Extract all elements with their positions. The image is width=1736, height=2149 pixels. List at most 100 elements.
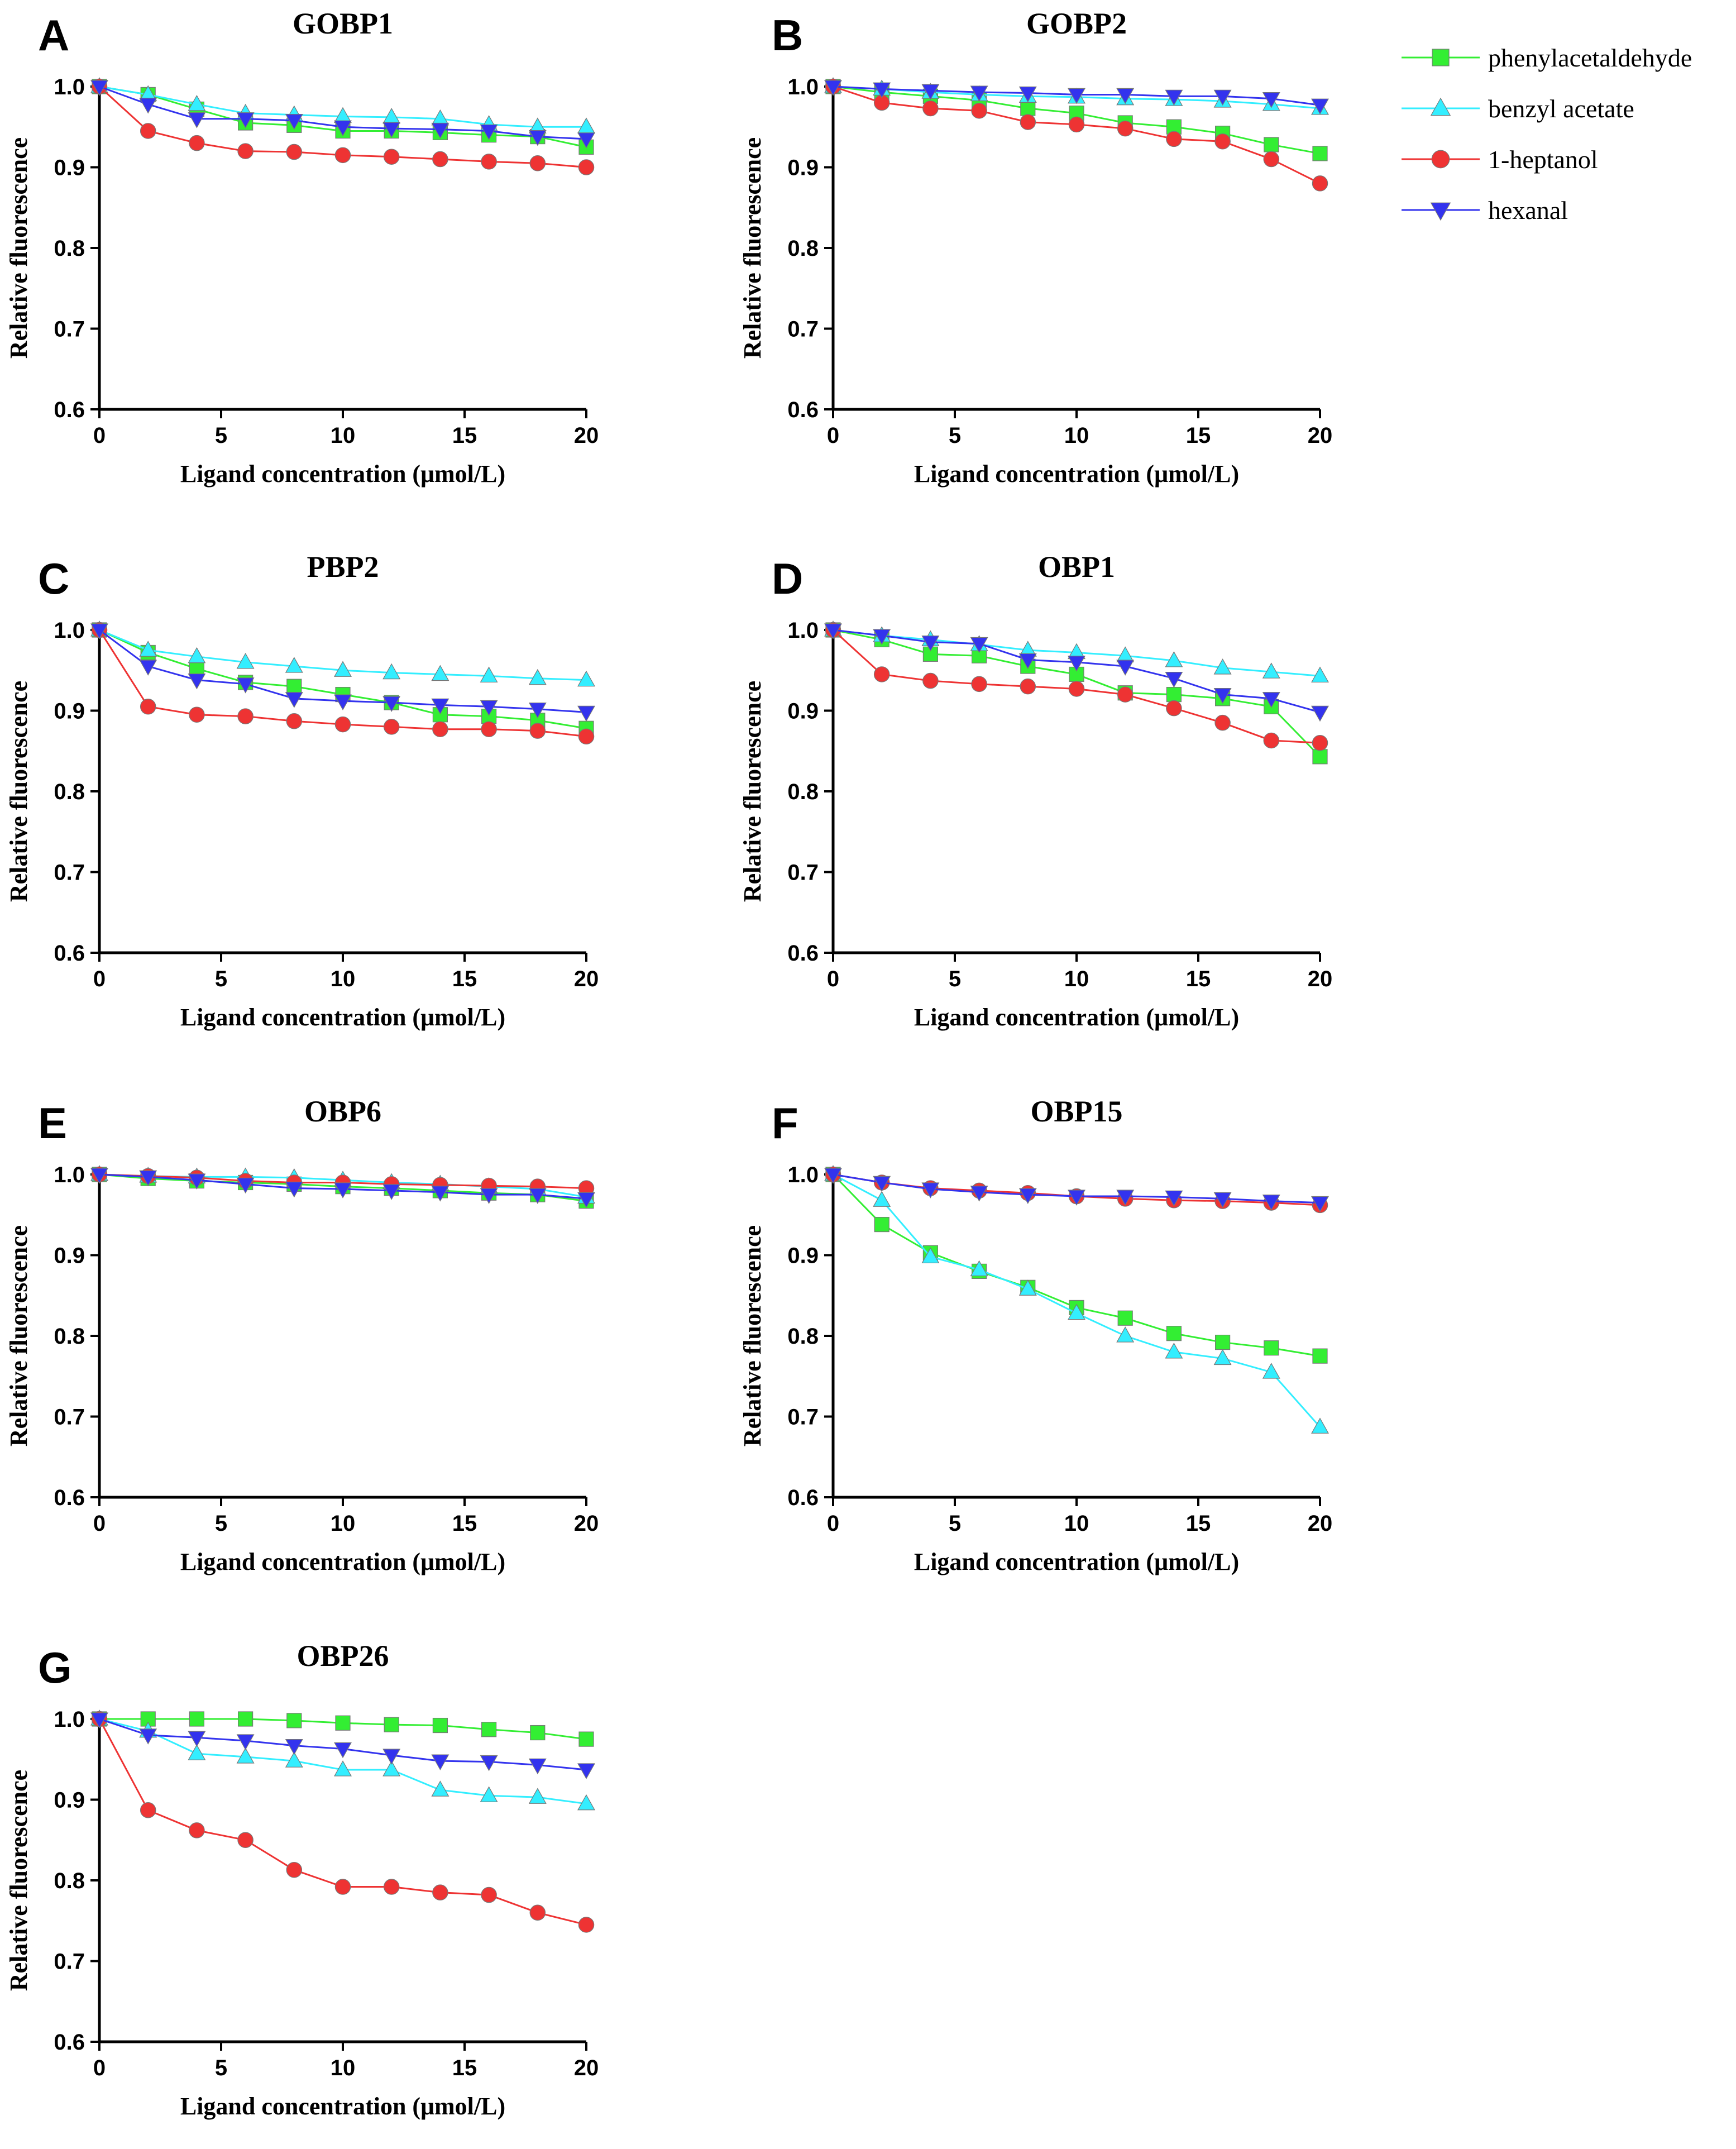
y-tick-label: 0.8 [54,1869,85,1893]
data-point-1-heptanol [1117,120,1134,137]
x-axis-label: Ligand concentration (μmol/L) [914,1004,1239,1031]
x-axis-label: Ligand concentration (μmol/L) [914,460,1239,488]
data-point-hexanal [1068,88,1085,104]
data-point-hexanal [824,1168,842,1184]
panel-letter: D [772,554,803,603]
data-point-1-heptanol [140,699,156,715]
x-tick-label: 0 [827,423,839,448]
data-point-hexanal [1165,672,1183,688]
panel-letter: G [38,1643,72,1692]
data-point-hexanal [1262,1195,1280,1211]
data-point-benzyl-acetate [480,1786,498,1802]
panel-letter: C [38,554,69,603]
data-point-hexanal [970,85,988,102]
data-point-hexanal [236,1177,255,1194]
y-axis-label: Relative fluorescence [5,137,32,359]
data-point-phenylacetaldehyde [189,1711,204,1727]
y-tick-label: 0.8 [787,236,819,261]
x-tick-label: 10 [331,2056,356,2080]
x-tick-label: 5 [215,967,227,991]
data-point-hexanal [824,623,842,639]
panel-e: E OBP6 0 5 10 15 20 0.6 0.7 0.8 0.9 1.0 Ligand conce… [5,1095,599,1575]
y-tick-label: 1.0 [54,1163,85,1187]
x-tick-label: 15 [452,967,477,991]
y-tick-label: 0.6 [54,941,85,966]
y-axis-label: Relative fluorescence [739,1225,766,1446]
x-tick-label: 10 [1064,423,1089,448]
data-point-1-heptanol [1263,151,1280,168]
data-point-hexanal [431,122,449,139]
data-point-hexanal [480,1755,498,1771]
data-point-benzyl-acetate [334,107,352,123]
data-point-1-heptanol [578,1917,595,1933]
panel-a: A GOBP1 0 5 10 15 20 0.6 0.7 0.8 0.9 1.0 Ligand conc… [5,7,599,488]
data-point-benzyl-acetate [382,663,401,680]
x-tick-label: 10 [1064,1511,1089,1536]
data-point-1-heptanol [922,672,939,689]
data-point-benzyl-acetate [1165,1343,1183,1359]
data-point-benzyl-acetate [1116,1326,1135,1343]
y-tick-label: 0.7 [787,861,819,885]
panel-letter: E [38,1099,67,1148]
data-point-1-heptanol [971,676,987,693]
data-point-benzyl-acetate [431,109,449,126]
panel-letter: A [38,11,69,60]
data-point-hexanal [139,1170,157,1187]
data-point-benzyl-acetate [285,657,303,673]
data-point-1-heptanol [383,149,400,165]
data-point-hexanal [480,1188,498,1204]
x-tick-label: 0 [827,1511,839,1536]
legend: phenylacetaldehyde benzyl acetate 1-heptan… [1402,44,1692,225]
data-point-1-heptanol [237,1832,254,1849]
data-point-1-heptanol [189,1822,205,1838]
data-point-hexanal [873,629,891,645]
x-tick-label: 15 [1186,967,1211,991]
data-point-phenylacetaldehyde [578,1731,594,1747]
data-point-1-heptanol [140,1802,156,1818]
data-point-1-heptanol [237,708,254,724]
data-point-hexanal [1213,1192,1232,1209]
data-point-benzyl-acetate [1262,662,1280,679]
data-point-hexanal [139,1728,157,1745]
data-point-hexanal [480,124,498,141]
data-point-1-heptanol [481,1887,497,1903]
data-point-1-heptanol [334,1879,351,1895]
data-point-phenylacetaldehyde [432,1717,448,1733]
data-point-phenylacetaldehyde [1117,1310,1133,1326]
data-point-phenylacetaldehyde [530,1725,546,1741]
y-tick-label: 0.8 [787,780,819,804]
data-point-hexanal [577,132,595,149]
x-tick-label: 15 [1186,423,1211,448]
y-axis-label: Relative fluorescence [739,137,766,359]
data-point-hexanal [577,705,595,722]
data-point-benzyl-acetate [431,1780,449,1797]
y-tick-label: 0.9 [54,699,85,724]
legend-label-hexanal: hexanal [1488,196,1568,225]
data-point-benzyl-acetate [431,665,449,681]
data-point-phenylacetaldehyde [1020,101,1036,116]
y-tick-label: 0.6 [787,941,819,966]
data-point-1-heptanol [529,723,546,739]
data-point-1-heptanol [1214,133,1231,150]
data-point-hexanal [139,660,157,676]
data-point-hexanal [1262,692,1280,708]
data-point-1-heptanol [286,713,303,729]
data-point-benzyl-acetate [921,1247,940,1264]
x-tick-label: 10 [331,423,356,448]
data-point-hexanal [382,696,401,712]
data-point-hexanal [1311,705,1329,722]
data-point-hexanal [285,692,303,708]
x-axis-label: Ligand concentration (μmol/L) [180,460,505,488]
data-point-1-heptanol [1166,700,1182,717]
panel-title: PBP2 [307,550,379,584]
data-point-1-heptanol [481,721,497,737]
y-tick-label: 0.7 [54,861,85,885]
x-tick-label: 15 [1186,1511,1211,1536]
data-point-benzyl-acetate [480,666,498,683]
panel-letter: F [772,1099,798,1148]
x-tick-label: 5 [215,1511,227,1536]
y-axis-label: Relative fluorescence [739,681,766,902]
data-point-phenylacetaldehyde [481,1722,497,1737]
x-tick-label: 5 [949,1511,961,1536]
data-point-benzyl-acetate [577,670,595,687]
